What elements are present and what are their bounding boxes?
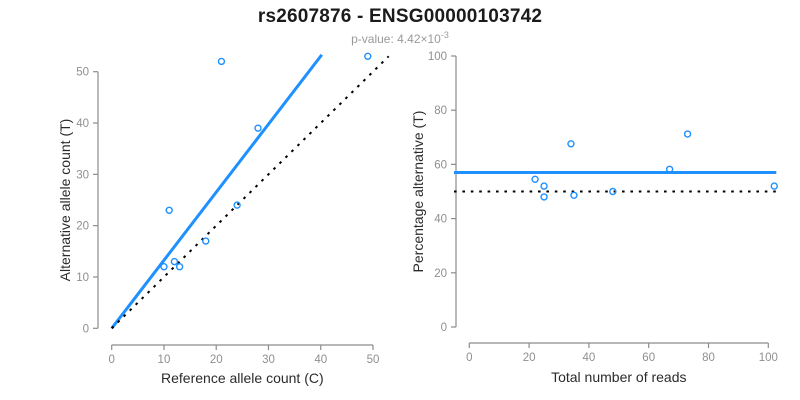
data-point: [570, 191, 578, 199]
y-tick-label: 20: [434, 268, 447, 280]
regression-line: [110, 53, 323, 330]
y-tick-label: 10: [76, 272, 89, 284]
panel-allele-counts: 0 10 20 30 40 50 0 10 20 30 40 50 Reference allele c…: [57, 52, 390, 386]
identity-line: [110, 55, 390, 330]
x-tick-label: 40: [583, 352, 596, 364]
y-tick-label: 0: [441, 322, 447, 334]
x-tick-label: 40: [314, 354, 327, 366]
x-axis-title: Total number of reads: [551, 369, 686, 385]
plot-subtitle: p-value: 4.42×10-3: [0, 30, 800, 46]
y-tick-label: 50: [76, 67, 89, 79]
data-point: [170, 257, 179, 266]
x-tick-label: 100: [759, 352, 778, 364]
pvalue-exponent: -3: [440, 30, 449, 40]
data-point: [665, 165, 674, 173]
y-tick-label: 20: [76, 221, 89, 233]
y-tick-label: 0: [83, 323, 89, 335]
y-tick-label: 100: [428, 51, 447, 63]
x-tick-label: 30: [262, 354, 275, 366]
pvalue-text: p-value: 4.42×10: [351, 32, 441, 46]
y-axis-title: Alternative allele count (T): [57, 119, 73, 282]
data-point: [683, 130, 692, 138]
data-point: [175, 263, 184, 271]
plot-title: rs2607876 - ENSG00000103742: [257, 6, 543, 27]
x-tick-label: 0: [466, 352, 472, 364]
data-point: [540, 182, 548, 190]
y-tick-label: 80: [434, 105, 447, 117]
x-tick-label: 20: [523, 352, 536, 364]
data-point: [233, 201, 241, 209]
x-axis-title: Reference allele count (C): [161, 370, 324, 386]
data-point: [609, 187, 617, 196]
x-tick-label: 60: [642, 352, 655, 364]
y-tick-label: 40: [76, 118, 89, 130]
x-tick-label: 0: [108, 354, 114, 366]
data-point: [202, 237, 210, 245]
data-point: [540, 193, 548, 201]
data-point: [364, 52, 372, 61]
y-tick-label: 30: [76, 169, 89, 181]
data-point: [160, 263, 168, 271]
figure-header: rs2607876 - ENSG00000103742 p-value: 4.4…: [0, 0, 800, 46]
data-point: [217, 57, 226, 66]
data-point: [770, 182, 778, 190]
y-tick-label: 40: [434, 214, 447, 226]
data-point: [165, 206, 173, 214]
data-point: [254, 124, 262, 132]
y-tick-label: 60: [434, 159, 447, 171]
y-axis-title: Percentage alternative (T): [410, 111, 426, 273]
x-tick-label: 20: [210, 354, 223, 366]
data-point: [531, 175, 539, 184]
x-tick-label: 80: [702, 352, 715, 364]
x-tick-label: 10: [158, 354, 171, 366]
x-tick-label: 50: [367, 354, 380, 366]
panel-percentage-vs-reads: 0 20 40 60 80 100 0 20 40 60 80 100 Total number of …: [410, 51, 778, 385]
data-point: [567, 140, 575, 148]
